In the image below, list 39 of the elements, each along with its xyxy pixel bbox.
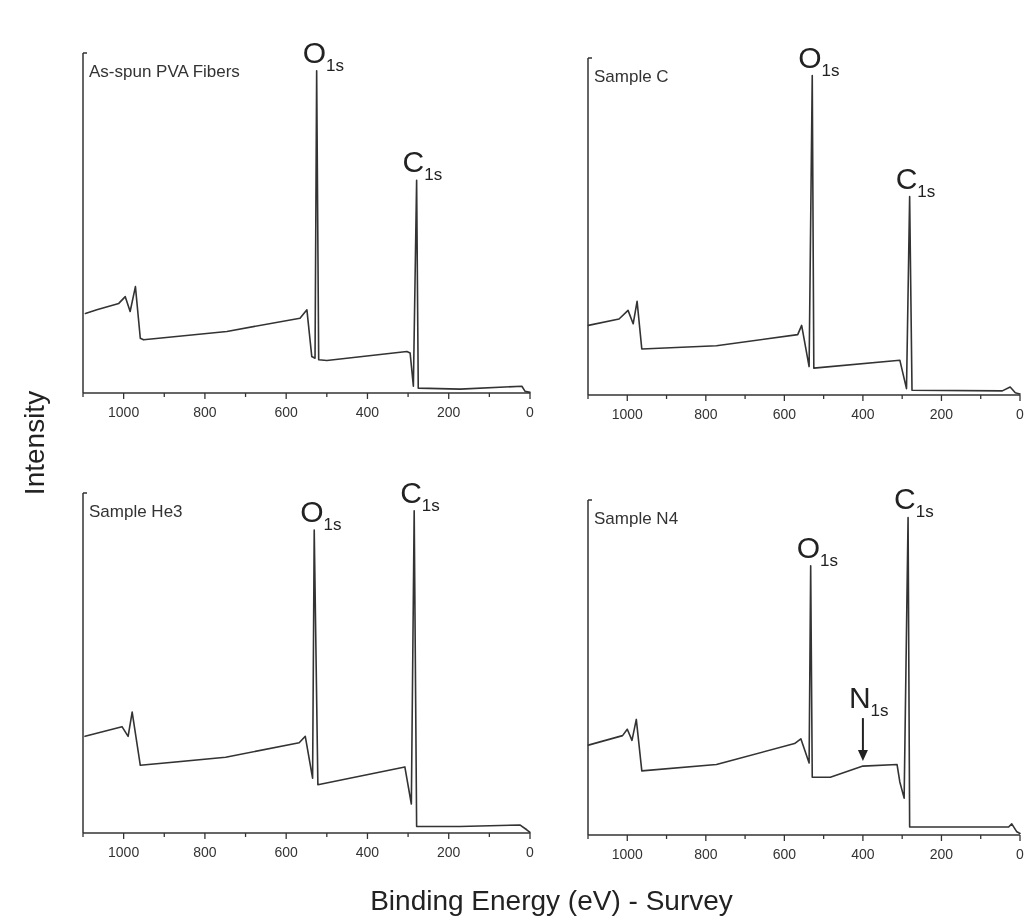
x-tick-label: 400 (851, 846, 875, 862)
x-tick-label: 400 (851, 406, 875, 422)
x-tick-label: 600 (274, 404, 299, 420)
y-axis-title: Intensity (19, 390, 50, 496)
x-axis-title: Binding Energy (eV) - Survey (370, 885, 733, 916)
x-tick-label: 800 (193, 404, 217, 420)
annotation: O$_{1s}$ (302, 35, 344, 75)
chart-title: Sample He3 (89, 502, 183, 521)
x-tick-label: 0 (526, 844, 535, 860)
x-tick-label: 0 (526, 404, 535, 420)
annotation: O$_{1s}$ (300, 495, 342, 534)
chart-title: Sample C (594, 67, 669, 86)
x-tick-label: 400 (355, 404, 380, 420)
annotation: O$_{1s}$ (796, 530, 838, 570)
x-tick-label: 800 (694, 406, 718, 422)
annotation: N$_{1s}$ (848, 681, 889, 720)
annotation: O$_{1s}$ (798, 40, 840, 80)
x-tick-label: 200 (929, 406, 954, 422)
x-tick-label: 0 (1016, 406, 1025, 422)
x-tick-label: 800 (694, 846, 718, 862)
x-tick-label: 200 (929, 846, 954, 862)
x-tick-label: 0 (1016, 846, 1025, 862)
x-tick-label: 600 (772, 406, 797, 422)
x-tick-label: 200 (437, 844, 461, 860)
x-tick-label: 1000 (108, 404, 140, 420)
annotation: C$_{1s}$ (894, 482, 934, 522)
x-tick-label: 1000 (108, 844, 140, 860)
x-tick-label: 200 (437, 404, 461, 420)
annotation: C$_{1s}$ (400, 475, 440, 515)
chart-title: As-spun PVA Fibers (89, 62, 240, 81)
x-tick-label: 400 (355, 844, 380, 860)
chart-title: Sample N4 (594, 509, 679, 528)
x-tick-label: 600 (274, 844, 299, 860)
annotation: C$_{1s}$ (895, 161, 936, 201)
annotation: C$_{1s}$ (402, 145, 443, 184)
x-tick-label: 800 (193, 844, 217, 860)
x-tick-label: 1000 (611, 846, 644, 862)
x-tick-label: 600 (772, 846, 797, 862)
x-tick-label: 1000 (611, 406, 644, 422)
